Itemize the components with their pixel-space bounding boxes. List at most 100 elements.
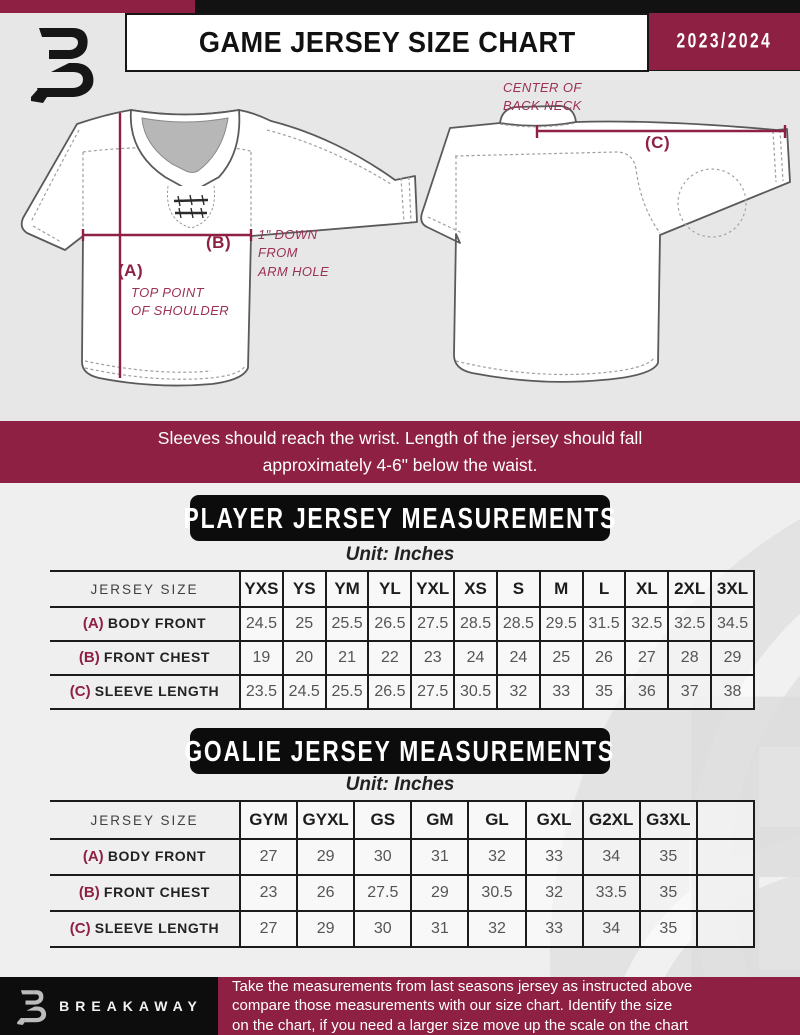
measurement-cell: 27 <box>624 641 669 675</box>
jersey-size-label: JERSEY SIZE <box>90 581 199 597</box>
measurement-cell: 32.5 <box>667 607 712 641</box>
size-column-header: L <box>581 571 626 607</box>
measurement-cell: 33 <box>524 911 583 947</box>
measurement-cell: 33.5 <box>581 875 640 911</box>
measurement-cell: 27.5 <box>353 875 412 911</box>
measurement-cell: 21 <box>324 641 369 675</box>
jersey-size-label: JERSEY SIZE <box>90 812 199 828</box>
measurement-cell: 28.5 <box>453 607 497 641</box>
measurement-cell: 29 <box>410 875 469 911</box>
size-column-header: S <box>495 571 540 607</box>
measurement-cell: 27.5 <box>410 675 455 709</box>
measurement-cell: 26 <box>581 641 626 675</box>
size-column-header: YS <box>281 571 326 607</box>
row-label: (B) FRONT CHEST <box>50 641 240 675</box>
size-column-header: YL <box>367 571 412 607</box>
measurement-cell: 22 <box>367 641 412 675</box>
size-column-header: XL <box>624 571 669 607</box>
row-key: (A) <box>82 615 108 632</box>
measurement-cell <box>695 839 755 875</box>
header-top-strip-maroon <box>0 0 195 13</box>
row-name: SLEEVE LENGTH <box>94 683 220 699</box>
size-column-header: YXL <box>410 571 455 607</box>
size-column-header: G3XL <box>638 801 697 839</box>
fit-notice-banner: Sleeves should reach the wrist. Length o… <box>0 421 800 483</box>
measurement-cell: 24 <box>453 641 497 675</box>
measurement-cell: 31 <box>410 911 469 947</box>
size-column-header: GYM <box>238 801 298 839</box>
player-section-heading: PLAYER JERSEY MEASUREMENTS <box>183 495 615 541</box>
measurement-cell: 30.5 <box>453 675 497 709</box>
size-column-header: GYXL <box>296 801 355 839</box>
measurement-cell: 32.5 <box>624 607 669 641</box>
measurement-cell: 25 <box>538 641 583 675</box>
size-column-header: M <box>538 571 583 607</box>
goalie-unit-label: Unit: Inches <box>345 774 455 795</box>
measurement-row: (B) FRONT CHEST 23 26 27.5 29 30.5 32 33.5 35 <box>50 875 755 911</box>
goalie-section-heading: GOALIE JERSEY MEASUREMENTS <box>185 728 614 774</box>
measurement-cell: 30 <box>353 839 412 875</box>
season-label: 2023/2024 <box>676 29 773 53</box>
measurement-cell: 34 <box>581 839 640 875</box>
row-label: (B) FRONT CHEST <box>50 875 240 911</box>
breakaway-logo-footer-icon <box>17 990 47 1025</box>
player-section-heading-text: PLAYER JERSEY MEASUREMENTS <box>183 500 617 534</box>
measurement-cell: 26 <box>296 875 355 911</box>
measurement-cell: 23.5 <box>239 675 283 709</box>
row-label: (A) BODY FRONT <box>50 607 240 641</box>
player-unit-label: Unit: Inches <box>345 544 455 565</box>
goalie-section-heading-text: GOALIE JERSEY MEASUREMENTS <box>184 733 616 767</box>
measurement-cell: 31 <box>410 839 469 875</box>
measurement-cell: 38 <box>710 675 755 709</box>
measurement-cell: 32 <box>467 839 526 875</box>
measurement-cell: 32 <box>524 875 583 911</box>
point-b-key: (B) <box>206 233 232 252</box>
measurement-row: (A) BODY FRONT 27 29 30 31 32 33 34 35 <box>50 839 755 875</box>
player-size-table: JERSEY SIZE YXS YS YM YL YXL XS S M L XL 2XL 3XL (A) … <box>50 570 755 710</box>
row-key: (A) <box>82 848 108 865</box>
row-name: FRONT CHEST <box>103 649 211 665</box>
row-name: BODY FRONT <box>107 848 207 864</box>
measurement-cell: 24.5 <box>239 607 283 641</box>
measurement-cell: 36 <box>624 675 669 709</box>
row-key: (B) <box>78 649 104 666</box>
size-column-header: G2XL <box>581 801 640 839</box>
footer-note-block: Take the measurements from last seasons … <box>218 977 800 1035</box>
measurement-row: (C) SLEEVE LENGTH 23.5 24.5 25.5 26.5 27.5 30.… <box>50 675 755 709</box>
size-column-header: XS <box>453 571 497 607</box>
measurement-cell: 28 <box>667 641 712 675</box>
measurement-cell: 35 <box>638 875 697 911</box>
measurement-cell: 31.5 <box>581 607 626 641</box>
measurement-row: (A) BODY FRONT 24.5 25 25.5 26.5 27.5 28.5 28.5… <box>50 607 755 641</box>
measurement-cell: 23 <box>410 641 455 675</box>
measure-line-c <box>535 125 787 138</box>
measurement-cell <box>695 911 755 947</box>
size-column-header: GXL <box>524 801 583 839</box>
back-jersey-illustration <box>420 105 791 383</box>
row-label: (C) SLEEVE LENGTH <box>50 911 240 947</box>
measurement-cell: 25 <box>281 607 326 641</box>
footer-note-text: Take the measurements from last seasons … <box>232 977 693 1034</box>
point-c-key: (C) <box>645 133 671 152</box>
size-column-header: 2XL <box>667 571 712 607</box>
size-header-row: JERSEY SIZE GYM GYXL GS GM GL GXL G2XL G3XL <box>50 801 755 839</box>
measurement-cell: 28.5 <box>495 607 540 641</box>
measurement-cell: 29 <box>296 911 355 947</box>
point-b-label: 1" DOWN FROM ARM HOLE <box>258 227 330 279</box>
measure-line-b <box>81 229 253 241</box>
measurement-cell: 35 <box>638 911 697 947</box>
size-column-header <box>695 801 755 839</box>
size-column-header: 3XL <box>710 571 755 607</box>
measurement-cell: 32 <box>495 675 540 709</box>
point-c-label: CENTER OF BACK NECK <box>503 80 582 114</box>
page-title: GAME JERSEY SIZE CHART <box>198 26 576 58</box>
measurement-cell: 24 <box>495 641 540 675</box>
measurement-cell: 37 <box>667 675 712 709</box>
measurement-cell: 25.5 <box>324 607 369 641</box>
measurement-row: (C) SLEEVE LENGTH 27 29 30 31 32 33 34 35 <box>50 911 755 947</box>
row-key: (C) <box>69 920 95 937</box>
measurement-row: (B) FRONT CHEST 19 20 21 22 23 24 24 25 26 27 28 29 <box>50 641 755 675</box>
footer-brand-block: BREAKAWAY <box>0 977 218 1035</box>
measurement-cell: 23 <box>238 875 298 911</box>
